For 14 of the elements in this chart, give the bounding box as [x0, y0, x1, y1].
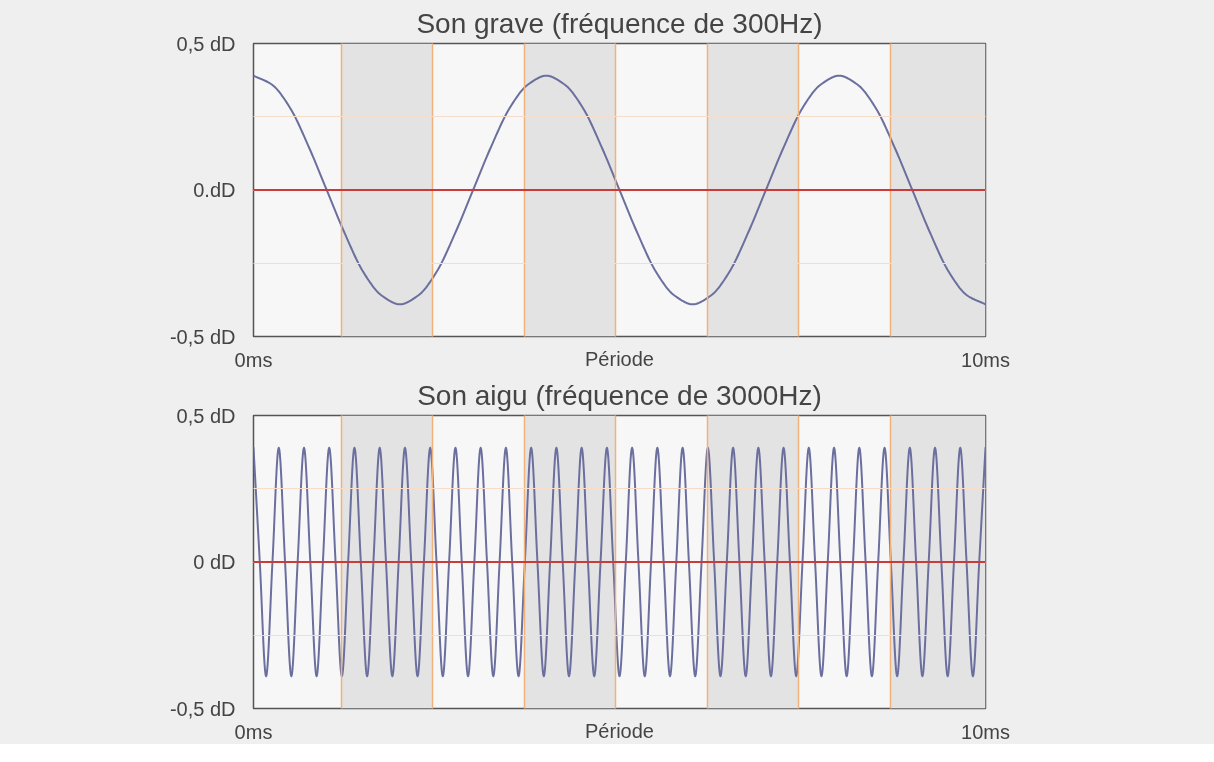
x-tick-label: 10ms — [961, 720, 1010, 743]
x-tick-label: 10ms — [961, 348, 1010, 371]
y-tick-label: 0 dD — [193, 551, 236, 573]
x-tick-label: 0ms — [234, 720, 273, 743]
y-tick-label: -0,5 dD — [169, 325, 236, 348]
y-tick-label: -0,5 dD — [169, 697, 236, 720]
chart-title: Son aigu (fréquence de 3000Hz) — [417, 379, 822, 411]
y-tick-label: 0,5 dD — [176, 404, 236, 427]
y-tick-label: 0.dD — [193, 179, 236, 201]
chart-title: Son grave (fréquence de 300Hz) — [416, 7, 823, 39]
x-axis-title: Période — [585, 719, 654, 742]
y-tick-label: 0,5 dD — [176, 32, 236, 55]
x-tick-label: 0ms — [234, 348, 273, 371]
x-axis-title: Période — [585, 347, 654, 370]
